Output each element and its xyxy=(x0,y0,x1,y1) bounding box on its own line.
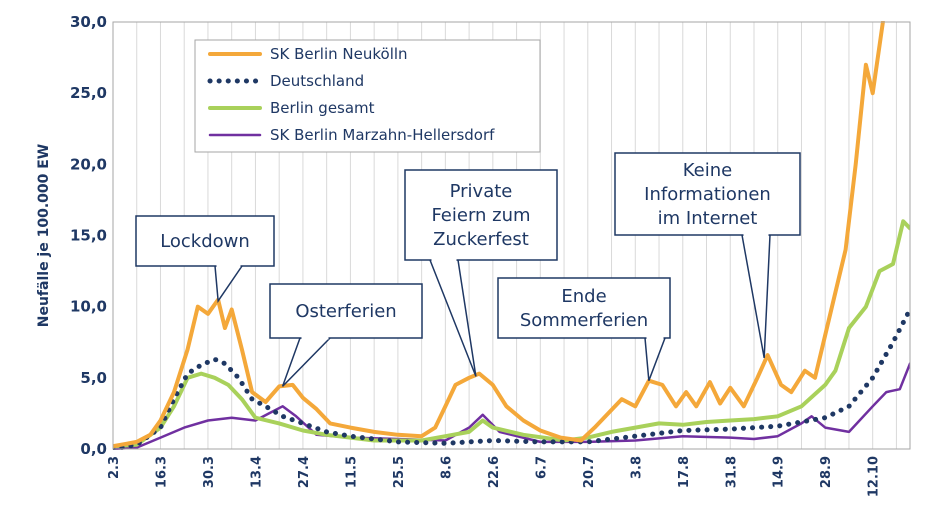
series-line-1 xyxy=(113,307,910,450)
callout-text: Feiern zum xyxy=(431,205,530,226)
annotation-layer: Lockdown Osterferien Private Feiern zum Zuck… xyxy=(135,152,801,387)
x-tick-label: 8.6 xyxy=(439,456,454,479)
x-tick-label: 6.7 xyxy=(534,456,549,479)
x-tick-label: 25.5 xyxy=(392,456,407,488)
series-layer xyxy=(113,21,910,450)
legend-entry: Berlin gesamt xyxy=(270,99,375,117)
callout-text: Ende xyxy=(561,286,606,307)
callout-text: Private xyxy=(450,181,513,202)
callout-box xyxy=(497,277,671,339)
callout-pointer xyxy=(214,265,244,304)
callout-pointer xyxy=(741,234,771,359)
x-tick-label: 22.6 xyxy=(487,456,502,488)
callout-pointer xyxy=(644,337,667,381)
x-tick-label: 13.4 xyxy=(249,456,264,488)
y-tick-label: 25,0 xyxy=(70,84,107,102)
callout-text: Sommerferien xyxy=(520,310,648,331)
x-tick-label: 14.9 xyxy=(772,456,787,488)
y-tick-label: 15,0 xyxy=(70,227,107,245)
x-tick-label: 11.5 xyxy=(344,456,359,488)
axis-layer: Neufälle je 100.000 EW 2.3 16.3 30.3 13.4 27… xyxy=(36,13,911,497)
callout-box xyxy=(135,215,275,267)
x-tick-label: 12.10 xyxy=(867,456,882,497)
legend-entry: SK Berlin Marzahn-Hellersdorf xyxy=(270,126,495,144)
series-line-3 xyxy=(113,362,910,450)
plot-frame xyxy=(112,21,911,450)
legend-entry: SK Berlin Neukölln xyxy=(270,45,408,63)
callout-box xyxy=(269,283,423,339)
series-line-2 xyxy=(113,219,910,449)
callout-text: Osterferien xyxy=(295,301,396,322)
legend: SK Berlin Neukölln Deutschland Berlin gesa… xyxy=(194,39,541,153)
y-tick-label: 5,0 xyxy=(80,369,107,387)
y-tick-label: 0,0 xyxy=(80,440,107,458)
callout-text: Informationen xyxy=(644,184,771,205)
callout-text: Keine xyxy=(683,160,732,181)
callout-box xyxy=(614,152,801,236)
legend-box xyxy=(194,39,541,153)
callout-text: im Internet xyxy=(658,208,758,229)
y-axis-label: Neufälle je 100.000 EW xyxy=(36,144,52,328)
callout-pointer xyxy=(281,337,332,387)
legend-entry: Deutschland xyxy=(270,72,364,90)
x-tick-label: 27.4 xyxy=(297,456,312,488)
x-tick-label: 16.3 xyxy=(154,456,169,488)
callout-text: Lockdown xyxy=(160,231,250,252)
y-tick-label: 20,0 xyxy=(70,155,107,173)
y-tick-label: 10,0 xyxy=(70,298,107,316)
x-tick-label: 2.3 xyxy=(107,456,122,479)
x-tick-label: 17.8 xyxy=(677,456,692,488)
callout-box xyxy=(404,169,558,261)
x-tick-label: 3.8 xyxy=(629,456,644,479)
x-tick-label: 31.8 xyxy=(724,456,739,488)
x-tick-label: 20.7 xyxy=(582,456,597,488)
series-line-0 xyxy=(113,21,885,449)
callout-text: Zuckerfest xyxy=(433,229,529,250)
y-tick-label: 30,0 xyxy=(70,13,107,31)
x-tick-label: 30.3 xyxy=(202,456,217,488)
x-tick-label: 28.9 xyxy=(819,456,834,488)
